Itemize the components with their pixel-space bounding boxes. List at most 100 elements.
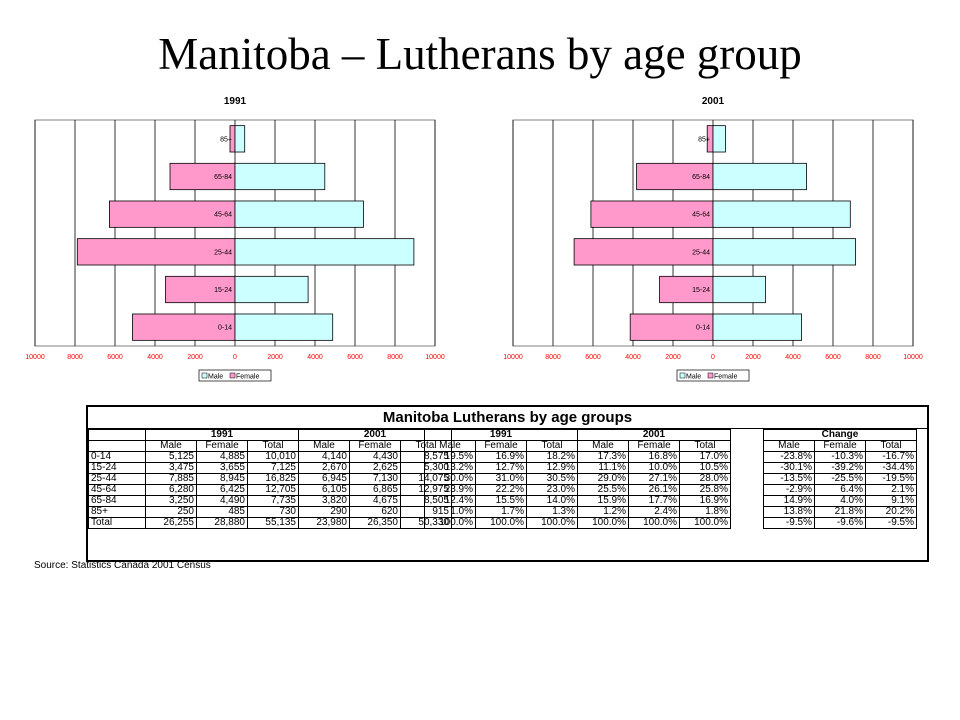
legend-label-male: Male: [208, 374, 223, 381]
percent-cell: 10.5%: [679, 462, 731, 474]
percent-cell: 100.0%: [424, 517, 476, 529]
percent-cell: 1.7%: [475, 506, 527, 518]
tick-label: 10000: [425, 354, 445, 361]
percent-cell: 12.7%: [475, 462, 527, 474]
tick-label: 6000: [347, 354, 363, 361]
percent-cell: 25.5%: [577, 484, 629, 496]
percent-cell: 1.3%: [526, 506, 578, 518]
count-cell: 7,885: [145, 473, 197, 485]
percent-cell: 11.1%: [577, 462, 629, 474]
bar-female-45-64: [234, 200, 364, 228]
tick-label: 10000: [903, 354, 923, 361]
pyramid-svg-1991: 1991 10000 8000 6000 4000 2000 0 2000 4000 6000 80…: [25, 96, 445, 382]
legend-label-female: Female: [236, 374, 259, 381]
legend: Male Female: [198, 369, 272, 382]
bar-male-65-84: [169, 162, 236, 191]
percent-cell: 26.1%: [628, 484, 680, 496]
bar-male-65-84: [636, 162, 714, 191]
count-cell: 6,865: [349, 484, 401, 496]
column-header: Total: [865, 440, 917, 452]
column-header: Total: [247, 440, 299, 452]
source-note: Source: Statistics Canada 2001 Census: [34, 560, 211, 571]
change-cell: -39.2%: [814, 462, 866, 474]
percent-cell: 100.0%: [628, 517, 680, 529]
percent-cell: 15.5%: [475, 495, 527, 507]
count-cell: 6,105: [298, 484, 350, 496]
count-cell: 4,885: [196, 451, 248, 463]
tick-label: 8000: [387, 354, 403, 361]
row-label: 0-14: [88, 451, 146, 463]
tick-label: 10000: [25, 354, 45, 361]
change-cell: -25.5%: [814, 473, 866, 485]
table-row: 12.4% 15.5% 14.0% 15.9% 17.7% 16.9%: [424, 495, 731, 507]
slide-title: Manitoba – Lutherans by age group: [158, 29, 802, 79]
table-row: -9.5% -9.6% -9.5%: [763, 517, 917, 529]
tick-label: 6000: [825, 354, 841, 361]
row-label: 85+: [88, 506, 146, 518]
legend-label-female: Female: [714, 374, 737, 381]
count-cell: 5,125: [145, 451, 197, 463]
category-label: 25-44: [692, 249, 710, 256]
percent-cell: 100.0%: [475, 517, 527, 529]
count-cell: 4,430: [349, 451, 401, 463]
percent-cell: 18.2%: [526, 451, 578, 463]
column-header: Male: [145, 440, 197, 452]
table-row: 0-14 5,125 4,885 10,010 4,140 4,430 8,575: [88, 451, 452, 463]
blank-cell: [88, 429, 146, 441]
change-cell: -19.5%: [865, 473, 917, 485]
percent-cell: 28.0%: [679, 473, 731, 485]
tick-label: 6000: [585, 354, 601, 361]
count-cell: 16,825: [247, 473, 299, 485]
percent-cell: 19.5%: [424, 451, 476, 463]
percent-cell: 100.0%: [526, 517, 578, 529]
tick-label: 0: [711, 354, 715, 361]
count-cell: 6,425: [196, 484, 248, 496]
column-header: Female: [628, 440, 680, 452]
change-cell: 6.4%: [814, 484, 866, 496]
year-header: 2001: [577, 429, 731, 441]
tick-label: 8000: [865, 354, 881, 361]
percent-cell: 17.0%: [679, 451, 731, 463]
legend-swatch-male: [201, 372, 208, 379]
change-cell: 21.8%: [814, 506, 866, 518]
change-cell: 2.1%: [865, 484, 917, 496]
category-label: 15-24: [214, 287, 232, 294]
column-header: Female: [349, 440, 401, 452]
count-cell: 2,625: [349, 462, 401, 474]
percent-cell: 1.2%: [577, 506, 629, 518]
pyramid-svg-2001: 2001 10000 8000 6000 4000 2000 0 2000 4000 6000 80…: [503, 96, 923, 382]
category-label: 0-14: [218, 325, 232, 332]
table-row: 100.0% 100.0% 100.0% 100.0% 100.0% 100.0%: [424, 517, 731, 529]
table-row: 1.0% 1.7% 1.3% 1.2% 2.4% 1.8%: [424, 506, 731, 518]
summary-table: Manitoba Lutherans by age groups 1991 200…: [86, 405, 929, 562]
count-cell: 26,255: [145, 517, 197, 529]
change-cell: -23.8%: [763, 451, 815, 463]
tick-label: 6000: [107, 354, 123, 361]
table-row: 13.2% 12.7% 12.9% 11.1% 10.0% 10.5%: [424, 462, 731, 474]
tick-label: 2000: [745, 354, 761, 361]
count-cell: 26,350: [349, 517, 401, 529]
bar-male-45-64: [590, 200, 714, 228]
category-label: 0-14: [696, 325, 710, 332]
percent-cell: 100.0%: [679, 517, 731, 529]
bar-male-0-14: [629, 313, 714, 341]
percent-cell: 23.9%: [424, 484, 476, 496]
count-cell: 10,010: [247, 451, 299, 463]
category-label: 45-64: [692, 212, 710, 219]
category-label: 85+: [698, 136, 710, 143]
change-cell: -34.4%: [865, 462, 917, 474]
chart-title: 1991: [224, 96, 247, 107]
tick-label: 8000: [545, 354, 561, 361]
count-cell: 2,670: [298, 462, 350, 474]
tick-label: 2000: [187, 354, 203, 361]
count-cell: 7,125: [247, 462, 299, 474]
category-label: 65-84: [692, 174, 710, 181]
count-cell: 6,945: [298, 473, 350, 485]
bar-female-15-24: [234, 275, 309, 304]
percent-cell: 13.2%: [424, 462, 476, 474]
tick-label: 4000: [147, 354, 163, 361]
table-row: 14.9% 4.0% 9.1%: [763, 495, 917, 507]
count-cell: 250: [145, 506, 197, 518]
count-cell: 485: [196, 506, 248, 518]
change-cell: 13.8%: [763, 506, 815, 518]
